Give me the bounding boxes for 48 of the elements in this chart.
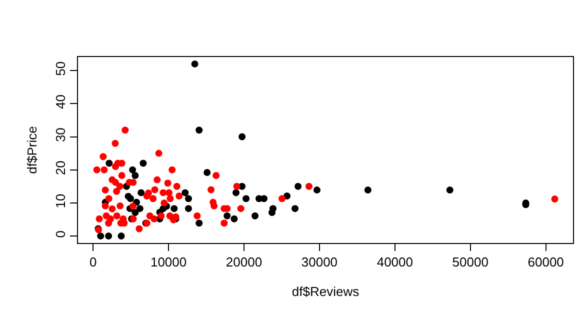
point	[97, 232, 104, 240]
point	[184, 195, 192, 202]
x-tick-label: 60000	[528, 254, 564, 270]
x-tick-label: 0	[89, 254, 97, 270]
point	[184, 205, 192, 212]
point	[136, 205, 144, 212]
point	[260, 195, 268, 202]
x-tick-label: 40000	[376, 254, 413, 270]
point	[238, 133, 246, 140]
point	[118, 232, 125, 240]
y-tick-label: 50	[52, 61, 68, 76]
point	[269, 205, 276, 212]
point	[292, 205, 299, 212]
point	[132, 209, 139, 216]
x-tick-label: 10000	[150, 254, 187, 270]
point	[105, 232, 112, 240]
point	[242, 195, 250, 202]
point	[232, 189, 240, 196]
point	[364, 186, 372, 194]
y-tick-label: 0	[52, 230, 68, 238]
point	[294, 182, 302, 190]
x-tick-label: 20000	[226, 254, 262, 270]
point	[140, 160, 147, 167]
point	[252, 212, 259, 220]
y-tick-label: 30	[52, 128, 68, 142]
point	[284, 192, 291, 200]
point	[182, 189, 189, 196]
y-tick-label: 10	[52, 194, 68, 208]
point	[127, 195, 134, 202]
x-tick-label: 30000	[301, 254, 338, 270]
point	[106, 160, 113, 167]
point	[170, 205, 178, 212]
point	[132, 172, 139, 179]
point	[446, 186, 454, 194]
point	[230, 215, 238, 222]
point	[138, 189, 145, 196]
x-tick-label: 50000	[452, 254, 488, 270]
point	[129, 166, 136, 174]
point	[196, 220, 203, 227]
x-axis-title: df$Reviews	[292, 284, 360, 300]
point	[191, 60, 198, 68]
point	[196, 126, 203, 134]
y-tick-label: 40	[52, 94, 68, 109]
y-tick-label: 20	[52, 160, 68, 176]
point	[204, 169, 211, 176]
y-axis-title: df$Price	[24, 126, 40, 174]
point	[313, 186, 320, 194]
point	[224, 212, 231, 220]
